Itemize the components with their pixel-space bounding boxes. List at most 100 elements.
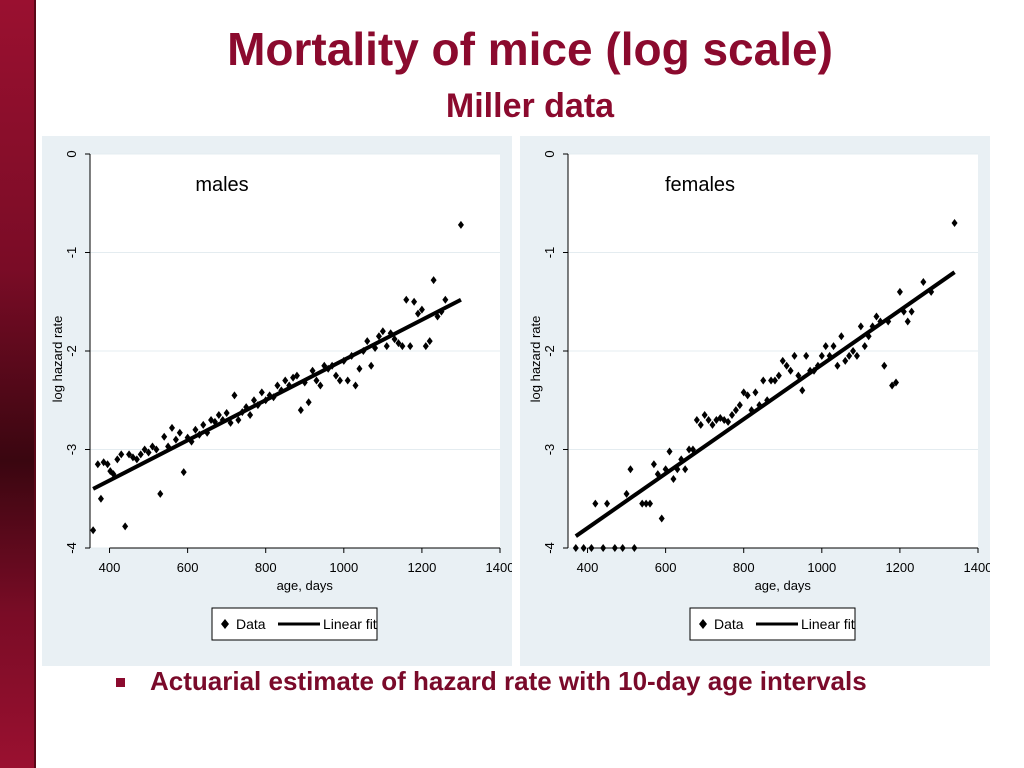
legend-marker-data [699, 619, 707, 629]
x-tick-label: 400 [577, 560, 599, 575]
data-point [682, 465, 689, 474]
data-point [822, 342, 829, 351]
data-point [865, 332, 872, 341]
data-point [830, 342, 837, 351]
males-chart: 0 -1 -2 -3 -4 400 600 800 1000 1200 1400 age, days l… [50, 150, 514, 641]
data-point [387, 329, 394, 338]
x-tick-label: 1000 [329, 560, 358, 575]
data-point [383, 342, 390, 351]
data-point [165, 442, 172, 451]
data-point [352, 381, 359, 390]
data-point [395, 339, 402, 348]
data-point [752, 388, 759, 397]
data-point [141, 445, 148, 454]
data-point [838, 332, 845, 341]
y-tick-label: -4 [542, 542, 557, 554]
data-point [379, 327, 386, 336]
data-point [157, 489, 164, 498]
data-point [90, 526, 97, 535]
data-point [647, 499, 653, 508]
data-point [689, 445, 696, 454]
data-point [356, 364, 363, 373]
data-point [235, 415, 242, 424]
legend-marker-data [221, 619, 229, 629]
data-point [104, 460, 111, 469]
chart-panel-females: 0 -1 -2 -3 -4 400 600 800 1000 1200 1400 age, days l… [520, 136, 992, 666]
data-point [740, 388, 747, 397]
x-tick-label: 1200 [885, 560, 914, 575]
data-point [674, 465, 681, 474]
data-point [846, 351, 853, 360]
chart-annotation: males [195, 174, 248, 196]
data-point [729, 411, 735, 420]
slide-title: Mortality of mice (log scale) [227, 23, 833, 75]
data-point [94, 460, 101, 469]
x-tick-label: 1400 [964, 560, 990, 575]
data-point [795, 371, 802, 380]
data-point [309, 366, 316, 375]
linear-fit-line [92, 298, 462, 491]
data-point [771, 376, 778, 385]
data-point [375, 332, 382, 341]
data-point [344, 376, 351, 385]
data-point [122, 522, 129, 531]
data-point [799, 386, 806, 395]
bullet-text: Actuarial estimate of hazard rate with 1… [150, 666, 867, 696]
legend-label-fit: Linear fit [323, 616, 377, 632]
x-tick-label: 1000 [807, 560, 836, 575]
data-point [588, 544, 595, 552]
data-point [153, 445, 160, 454]
y-axis-title: log hazard rate [50, 316, 65, 403]
legend-label-data: Data [714, 616, 744, 632]
data-point [97, 494, 104, 503]
legend-label-fit: Linear fit [801, 616, 855, 632]
data-point [180, 468, 187, 477]
data-point [611, 544, 618, 552]
data-point [619, 544, 626, 552]
x-tick-label: 600 [177, 560, 199, 575]
data-point [600, 544, 607, 552]
accent-divider [34, 0, 36, 768]
data-point [861, 342, 868, 351]
data-point [247, 411, 254, 420]
data-point [920, 278, 927, 287]
data-point [457, 220, 464, 229]
data-point [787, 366, 794, 375]
data-point [889, 381, 896, 390]
data-point [736, 401, 743, 410]
y-tick-label: 0 [64, 150, 79, 157]
data-point [725, 417, 732, 426]
data-point [274, 381, 281, 390]
data-point [643, 499, 650, 508]
data-point [873, 312, 880, 321]
data-point [133, 455, 140, 464]
data-point [172, 435, 179, 444]
data-point [658, 514, 665, 523]
data-point [372, 344, 379, 353]
data-point [368, 361, 375, 370]
data-point [415, 309, 421, 318]
data-point [176, 428, 183, 437]
data-point [775, 371, 782, 380]
data-point [697, 420, 704, 429]
data-point [896, 287, 903, 296]
data-point [118, 450, 125, 459]
slide-subtitle: Miller data [445, 87, 615, 125]
data-point [779, 356, 786, 365]
data-point [317, 381, 324, 390]
data-point [893, 378, 899, 387]
data-point [391, 335, 398, 344]
data-point [701, 411, 708, 420]
y-tick-label: -1 [542, 247, 557, 259]
x-tick-label: 400 [99, 560, 121, 575]
data-point [223, 409, 230, 418]
data-point [853, 351, 860, 360]
data-point [145, 448, 152, 457]
y-tick-label: -2 [64, 345, 79, 357]
data-point [282, 376, 289, 385]
data-point [580, 544, 587, 552]
x-tick-label: 800 [255, 560, 277, 575]
data-point [604, 499, 611, 508]
data-point [149, 442, 156, 451]
data-point [834, 361, 841, 370]
